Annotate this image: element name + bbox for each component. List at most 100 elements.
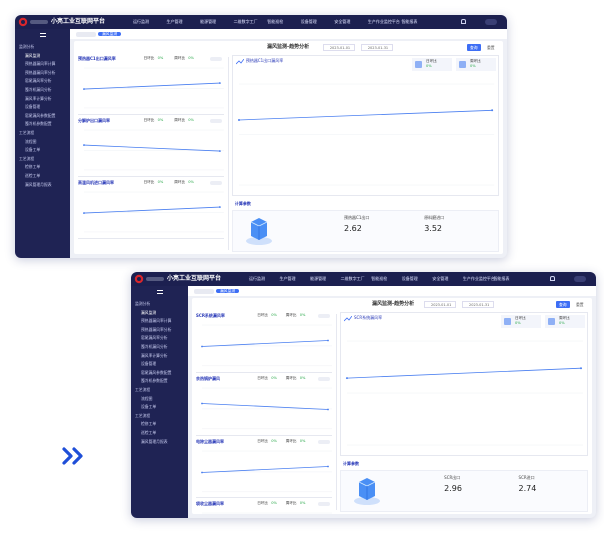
menu-item[interactable]: 漏风率计算分析 [141, 352, 168, 358]
menu-item[interactable]: 流程图 [25, 138, 37, 144]
nav-item[interactable]: 二维数字工厂 [233, 19, 258, 24]
param-value: 2.62 [344, 224, 362, 233]
week-label: 周环比 [285, 438, 297, 443]
menu-item[interactable]: 监测分析 [135, 301, 151, 306]
menu-item[interactable]: 巡检工单 [25, 173, 41, 178]
top-bar: 小亮工业互联网平台 运行监测 生产管理 能源管理 二维数字工厂 智能巡检 设备管理 安全管理 生… [15, 15, 507, 29]
user-avatar[interactable] [485, 19, 497, 25]
menu-item[interactable]: 预热器漏风率分析 [25, 69, 56, 75]
menu-item[interactable]: 设备管理 [141, 361, 157, 367]
toggle[interactable] [318, 314, 330, 318]
reset-button[interactable]: 重置 [576, 301, 584, 307]
date-end[interactable]: 2023-01-31 [462, 301, 494, 308]
nav-item[interactable]: 智能报表 [401, 19, 418, 24]
stat-value: 0% [425, 64, 432, 68]
menu-item[interactable]: 漏风监测 [141, 309, 157, 315]
stat-box: 日环比 0% [411, 58, 452, 71]
menu-item[interactable]: 工艺流程 [135, 412, 151, 418]
nav-item[interactable]: 设备管理 [300, 19, 317, 24]
reset-button[interactable]: 重置 [487, 44, 495, 50]
nav-item[interactable]: 能源管理 [200, 19, 217, 24]
menu-item[interactable]: 窑尾漏风参数配置 [25, 112, 56, 118]
nav-item[interactable]: 生产作业监控平台 [367, 19, 400, 24]
toggle[interactable] [318, 376, 330, 381]
params-panel: 计算参数 预热器C1出口 2.62 原料磨进口 3.52 [231, 200, 499, 252]
nav-item[interactable]: 智能报表 [493, 276, 510, 281]
nav-item[interactable]: 生产管理 [279, 276, 296, 281]
menu-item[interactable]: 预热器漏风率计算 [25, 61, 56, 67]
menu-item[interactable]: 篦冷机参数配置 [25, 121, 52, 127]
toggle[interactable] [209, 180, 222, 185]
nav-item[interactable]: 能源管理 [310, 276, 327, 281]
menu-item[interactable]: 设备工单 [25, 147, 41, 153]
menu-item[interactable]: 篦冷机漏风分析 [25, 87, 52, 92]
menu-item[interactable]: 预热器漏风率计算 [141, 318, 172, 324]
date-start[interactable]: 2023-01-01 [424, 301, 456, 308]
params-card [231, 210, 499, 252]
menu-item[interactable]: 设备工单 [141, 404, 157, 410]
menu-item[interactable]: 巡检工单 [141, 430, 157, 435]
nav-item[interactable]: 智能巡检 [371, 276, 388, 281]
date-start[interactable]: 2023-01-01 [322, 44, 355, 51]
mini-chart [201, 324, 332, 367]
tab[interactable]: 漏风监测 [216, 288, 240, 294]
menu-item[interactable]: 篦冷机参数配置 [141, 378, 168, 384]
stat-label: 日环比 [515, 316, 526, 320]
query-button[interactable]: 查询 [556, 301, 570, 308]
menu-item[interactable]: 窑尾漏风率分析 [141, 335, 168, 341]
nav-item[interactable]: 运行监测 [249, 276, 265, 281]
bell-icon[interactable] [461, 19, 466, 24]
menu-item[interactable]: 流程图 [141, 395, 153, 401]
nav-item[interactable]: 智能巡检 [267, 19, 284, 24]
menu-item[interactable]: 预热器漏风率分析 [141, 326, 172, 332]
menu-item[interactable]: 工艺流程 [19, 130, 35, 135]
nav-item[interactable]: 生产管理 [166, 19, 183, 24]
toggle[interactable] [318, 439, 330, 444]
day-value: 0% [271, 375, 277, 380]
collapse-icon[interactable] [39, 33, 46, 37]
menu-item[interactable]: 漏风监测 [25, 52, 41, 58]
app-screenshot: 小亮工业互联网平台 运行监测 生产管理 能源管理 二维数字工厂 智能巡检 设备管理 安全管理生… [131, 272, 596, 518]
panel-title: 电除尘器漏风率 [196, 438, 224, 444]
menu-item[interactable]: 检修工单 [25, 164, 41, 170]
menu-item[interactable]: 监测分析 [19, 44, 35, 49]
tab-bar [70, 29, 507, 39]
menu-item[interactable]: 工艺流程 [135, 387, 151, 392]
menu-item[interactable]: 工艺流程 [19, 155, 35, 161]
collapse-icon[interactable] [156, 290, 163, 294]
toggle[interactable] [209, 57, 222, 61]
mini-chart [201, 387, 332, 429]
tab-home[interactable] [194, 289, 214, 294]
tab-home[interactable] [76, 32, 96, 37]
menu-item[interactable]: 设备管理 [25, 104, 41, 110]
menu-item[interactable]: 检修工单 [141, 421, 157, 427]
user-avatar[interactable] [574, 276, 586, 282]
menu-item[interactable]: 漏风率计算分析 [25, 95, 52, 101]
nav-item[interactable]: 安全管理 [432, 276, 449, 281]
menu-item[interactable]: 窑尾漏风参数配置 [141, 369, 172, 375]
bell-icon[interactable] [550, 276, 555, 281]
menu-item[interactable]: 窑尾漏风率分析 [25, 78, 52, 84]
sidebar: 监测分析漏风监测预热器漏风率计算 预热器漏风率分析 窑尾漏风率分析 篦冷机漏风分析 漏风… [131, 286, 188, 518]
menu-item[interactable]: 漏风管理月报表 [25, 181, 52, 187]
nav-item[interactable]: 二维数字工厂 [340, 276, 365, 281]
day-value: 0% [157, 117, 164, 122]
day-value: 0% [157, 179, 164, 184]
trend-title: SCR系统漏风率 [354, 315, 383, 320]
week-value: 0% [299, 313, 306, 317]
menu-item[interactable]: 篦冷机漏风分析 [141, 344, 168, 349]
nav-item[interactable]: 设备管理 [401, 276, 418, 281]
nav-item[interactable]: 运行监测 [133, 19, 149, 24]
nav-item[interactable]: 生产作业监控平台 [462, 276, 495, 281]
param-label: SCR进口 [518, 475, 535, 480]
date-end[interactable]: 2023-01-31 [360, 44, 393, 51]
stat-icon [458, 61, 466, 68]
toggle[interactable] [209, 118, 222, 123]
query-button[interactable]: 查询 [467, 44, 481, 51]
menu-item[interactable]: 漏风管理月报表 [141, 438, 168, 444]
nav-item[interactable]: 安全管理 [334, 19, 351, 24]
toggle[interactable] [318, 502, 330, 507]
mini-chart [83, 129, 224, 171]
trend-chart [237, 83, 494, 186]
tab[interactable]: 漏风监测 [98, 31, 122, 37]
